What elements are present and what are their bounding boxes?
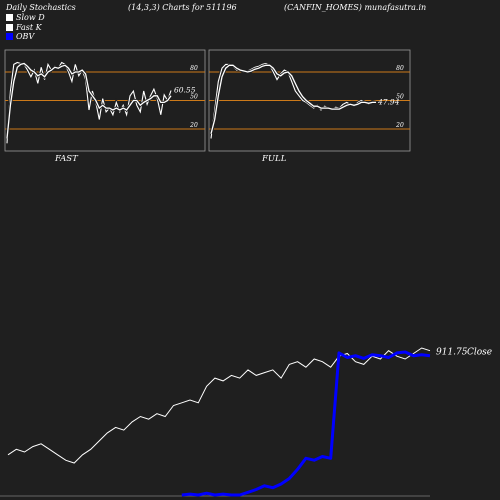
fast-tick-label-50: 50 — [190, 94, 198, 101]
full-tick-label-80: 80 — [396, 65, 404, 72]
full-last-value-label: 47.94 — [377, 97, 400, 106]
legend-item-fast-k: Fast K — [6, 23, 45, 33]
fast-last-value-label: 60.55 — [174, 85, 196, 94]
full-tick-label-20: 20 — [395, 122, 404, 129]
legend-label-obv: OBV — [16, 32, 35, 42]
legend-swatch-fast-k — [6, 23, 13, 31]
fast-slow-d-line — [6, 62, 172, 139]
close-last-value-label: 911.75 — [436, 348, 468, 358]
close-series-label: Close — [467, 348, 492, 358]
fast-tick-label-80: 80 — [190, 65, 198, 72]
legend-item-obv: OBV — [6, 32, 45, 42]
legend-label-slow-d: Slow D — [16, 13, 45, 23]
chart-title-right: (CANFIN_HOMES) munafasutra.in — [284, 3, 427, 12]
full-tick-label-50: 50 — [396, 94, 404, 101]
legend: Slow D Fast K OBV — [6, 13, 45, 42]
legend-swatch-obv — [6, 33, 13, 41]
chart-title-center: (14,3,3) Charts for 511196 — [128, 3, 237, 12]
legend-label-fast-k: Fast K — [16, 22, 42, 32]
legend-swatch-slow-d — [6, 14, 13, 22]
close-price-line — [7, 347, 431, 464]
chart-title-left: Daily Stochastics — [6, 3, 76, 12]
fast-fast-k-line — [6, 61, 172, 144]
full-slow-d-line — [210, 64, 376, 134]
fast-tick-label-20: 20 — [189, 122, 198, 129]
obv-line — [181, 350, 431, 497]
fast-panel-label: FAST — [54, 154, 79, 164]
legend-item-slow-d: Slow D — [6, 13, 45, 23]
full-panel-label: FULL — [261, 154, 287, 164]
